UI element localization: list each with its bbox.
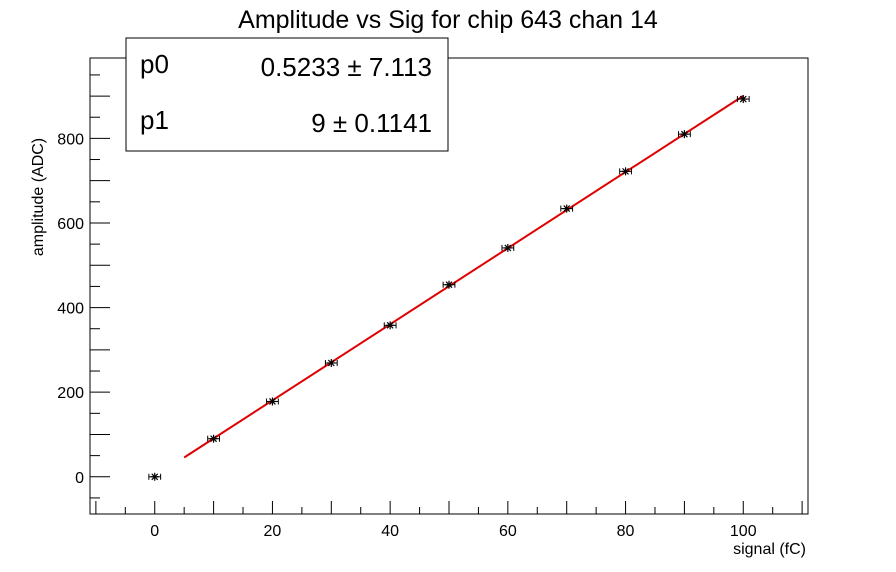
stats-box: p0 0.5233 ± 7.113 p1 9 ± 0.1141: [125, 37, 449, 152]
data-point: [207, 434, 220, 443]
data-point: [501, 243, 515, 252]
stats-p1-value: 9 ± 0.1141: [311, 108, 432, 138]
marker-stroke: [269, 398, 276, 405]
marker-stroke: [386, 321, 394, 329]
stats-p0-name: p0: [140, 49, 169, 79]
y-tick-label: 200: [57, 385, 84, 402]
points-layer: [148, 95, 750, 481]
marker-stroke: [622, 167, 629, 175]
marker-stroke: [210, 435, 218, 443]
x-tick-label: 60: [499, 523, 517, 540]
fit-line: [183, 95, 744, 459]
marker-stroke: [504, 244, 512, 252]
chart-title: Amplitude vs Sig for chip 643 chan 14: [238, 6, 658, 34]
y-axis-label: amplitude (ADC): [30, 138, 47, 256]
fit-layer: [183, 95, 744, 459]
y-tick-label: 400: [57, 301, 84, 318]
data-point: [560, 204, 574, 213]
stats-p0-value: 0.5233 ± 7.113: [261, 52, 432, 82]
marker-stroke: [563, 205, 571, 213]
data-point: [619, 167, 632, 176]
stats-box-frame: [125, 37, 449, 152]
marker-stroke: [739, 95, 747, 103]
y-tick-label: 600: [57, 216, 84, 233]
marker-stroke: [327, 359, 335, 367]
data-point: [383, 321, 397, 330]
data-point: [148, 472, 162, 481]
data-point: [736, 95, 750, 104]
data-point: [442, 280, 456, 289]
x-axis-label: signal (fC): [733, 541, 806, 558]
stats-p1-name: p1: [140, 105, 169, 135]
y-axis: 0 200 400 600 800: [57, 74, 110, 499]
data-point: [266, 397, 279, 406]
marker-stroke: [680, 130, 688, 138]
y-tick-label: 0: [75, 470, 84, 487]
data-point: [324, 358, 338, 367]
marker-stroke: [151, 473, 159, 481]
x-axis: 0 20 40 60 80 100: [95, 501, 803, 540]
x-tick-label: 80: [617, 523, 635, 540]
data-point: [678, 130, 691, 139]
x-tick-label: 20: [264, 523, 282, 540]
y-tick-label: 800: [57, 131, 84, 148]
marker-stroke: [445, 281, 453, 289]
x-tick-label: 100: [730, 523, 757, 540]
x-tick-label: 40: [381, 523, 399, 540]
x-tick-label: 0: [150, 523, 159, 540]
